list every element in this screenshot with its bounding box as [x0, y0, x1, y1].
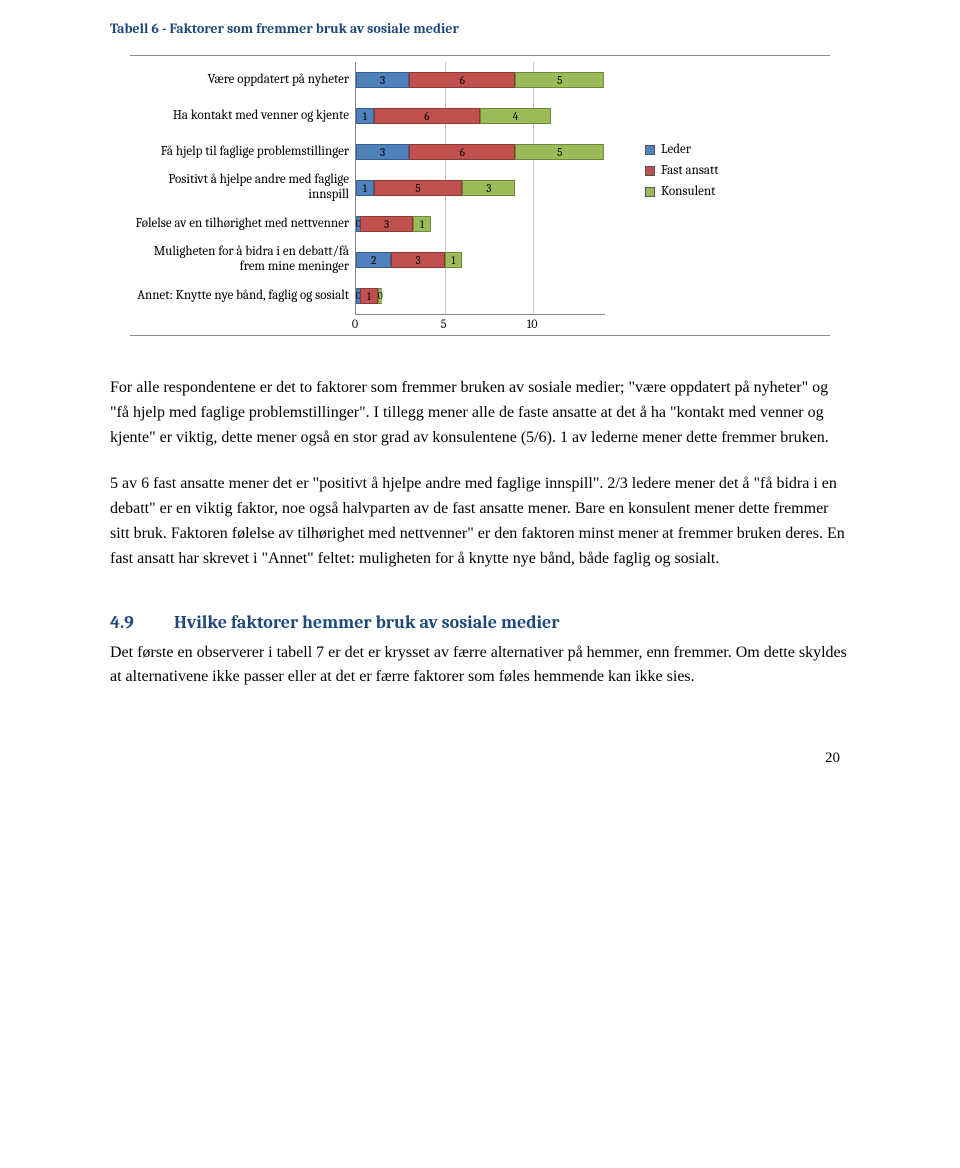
legend-swatch: [645, 187, 655, 197]
chart-bar-segment: 1: [360, 288, 378, 304]
chart-bar-segment: 1: [356, 180, 374, 196]
chart-bar-row: 010: [356, 278, 605, 314]
legend-label: Konsulent: [661, 184, 715, 199]
chart-x-tick: 10: [527, 317, 538, 331]
legend-item: Fast ansatt: [645, 163, 745, 178]
chart-category-label: Få hjelp til faglige problemstillinger: [130, 134, 349, 170]
legend-item: Konsulent: [645, 184, 745, 199]
page-number: 20: [110, 750, 850, 767]
chart-bar-segment: 5: [515, 144, 604, 160]
legend-label: Leder: [661, 142, 691, 157]
chart-plot-area: 365164365153031231010 0510: [355, 62, 605, 335]
chart-bar-segment: 5: [515, 72, 604, 88]
paragraph-3: Det første en observerer i tabell 7 er d…: [110, 641, 850, 691]
section-title: Hvilke faktorer hemmer bruk av sosiale m…: [174, 612, 560, 633]
chart-bar-row: 231: [356, 242, 605, 278]
chart-bar-segment: 1: [445, 252, 463, 268]
chart-bar-row: 031: [356, 206, 605, 242]
chart-bar-segment: 3: [462, 180, 515, 196]
chart-bar-segment: 3: [360, 216, 413, 232]
chart-bar-segment: 1: [413, 216, 431, 232]
legend-item: Leder: [645, 142, 745, 157]
legend-swatch: [645, 166, 655, 176]
chart-bar-segment: 3: [391, 252, 444, 268]
chart-bar-segment: 6: [374, 108, 480, 124]
chart-bar-segment: 5: [374, 180, 463, 196]
chart-bar-row: 365: [356, 134, 605, 170]
chart-bar-segment: 2: [356, 252, 391, 268]
chart-bar-segment: 6: [409, 72, 515, 88]
legend-label: Fast ansatt: [661, 163, 719, 178]
chart-bar-segment: 6: [409, 144, 515, 160]
chart-bar-row: 153: [356, 170, 605, 206]
chart-container: Være oppdatert på nyheterHa kontakt med …: [130, 55, 830, 336]
chart-bar-segment: 4: [480, 108, 551, 124]
chart-category-label: Følelse av en tilhørighet med nettvenner: [130, 206, 349, 242]
chart-bar-segment: 3: [356, 72, 409, 88]
chart-bar-segment: 3: [356, 144, 409, 160]
table-caption: Tabell 6 - Faktorer som fremmer bruk av …: [110, 20, 850, 37]
chart-category-label: Være oppdatert på nyheter: [130, 62, 349, 98]
chart-category-label: Ha kontakt med venner og kjente: [130, 98, 349, 134]
paragraph-2: 5 av 6 fast ansatte mener det er "positi…: [110, 472, 850, 571]
chart-x-tick: 0: [352, 317, 358, 331]
chart-bar-row: 365: [356, 62, 605, 98]
chart-bar-segment: 0: [378, 288, 382, 304]
chart-legend: Leder Fast ansatt Konsulent: [605, 62, 745, 205]
chart-category-label: Muligheten for å bidra i en debatt/få fr…: [130, 242, 349, 278]
chart-y-labels: Være oppdatert på nyheterHa kontakt med …: [130, 62, 355, 314]
legend-swatch: [645, 145, 655, 155]
paragraph-1: For alle respondentene er det to faktore…: [110, 376, 850, 450]
chart-x-axis: 0 5 10: [355, 315, 605, 335]
chart-x-tick: 5: [441, 317, 447, 331]
chart-category-label: Positivt å hjelpe andre med faglige inns…: [130, 170, 349, 206]
chart-bar-segment: 1: [356, 108, 374, 124]
section-number: 4.9: [110, 612, 170, 633]
section-heading: 4.9 Hvilke faktorer hemmer bruk av sosia…: [110, 612, 850, 633]
chart-category-label: Annet: Knytte nye bånd, faglig og sosial…: [130, 278, 349, 314]
chart-bar-row: 164: [356, 98, 605, 134]
